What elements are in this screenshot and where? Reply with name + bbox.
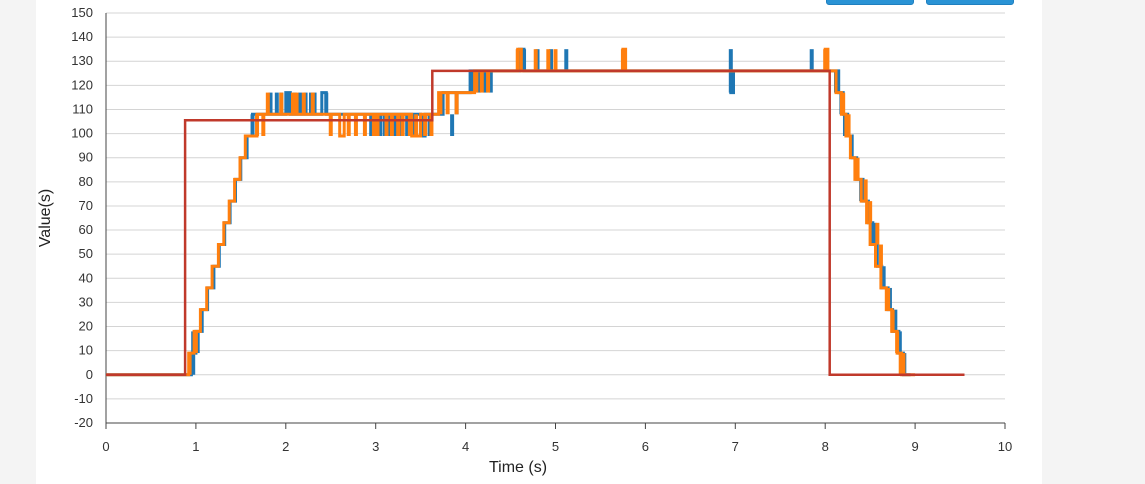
series-line-blue xyxy=(106,47,911,377)
x-tick-label: 2 xyxy=(282,439,289,454)
x-tick-label: 4 xyxy=(462,439,469,454)
y-tick-label: 20 xyxy=(79,319,93,334)
legend-button-2[interactable] xyxy=(926,0,1014,5)
x-tick-label: 7 xyxy=(732,439,739,454)
y-tick-label: 110 xyxy=(72,101,93,116)
y-tick-label: -20 xyxy=(74,415,93,430)
y-tick-label: 40 xyxy=(79,270,93,285)
y-tick-label: -10 xyxy=(74,391,93,406)
x-tick-label: 10 xyxy=(998,439,1012,454)
x-tick-label: 3 xyxy=(372,439,379,454)
y-tick-label: 80 xyxy=(79,174,93,189)
x-tick-label: 0 xyxy=(102,439,109,454)
series-line-orange xyxy=(106,47,916,377)
x-tick-label: 1 xyxy=(192,439,199,454)
y-tick-label: 50 xyxy=(79,246,93,261)
y-tick-label: 0 xyxy=(86,367,93,382)
axes xyxy=(105,13,1006,429)
y-tick-label: 90 xyxy=(79,150,93,165)
y-tick-label: 10 xyxy=(79,343,93,358)
y-tick-label: 120 xyxy=(71,77,93,92)
series-line-red xyxy=(106,69,965,377)
x-tick-label: 6 xyxy=(642,439,649,454)
y-tick-label: 140 xyxy=(71,29,93,44)
tick-labels: 1501401301201101009080706050403020100-10… xyxy=(71,5,1012,454)
y-tick-label: 60 xyxy=(79,222,93,237)
x-tick-label: 8 xyxy=(822,439,829,454)
y-tick-label: 130 xyxy=(71,53,93,68)
x-tick-label: 9 xyxy=(911,439,918,454)
y-tick-label: 30 xyxy=(79,294,93,309)
x-axis-title: Time (s) xyxy=(489,459,547,476)
y-tick-label: 70 xyxy=(79,198,93,213)
y-tick-label: 100 xyxy=(71,126,93,141)
x-tick-label: 5 xyxy=(552,439,559,454)
y-axis-title: Value(s) xyxy=(37,189,54,247)
legend-button-1[interactable] xyxy=(826,0,914,5)
series-layer xyxy=(106,47,965,377)
y-tick-label: 150 xyxy=(71,5,93,20)
